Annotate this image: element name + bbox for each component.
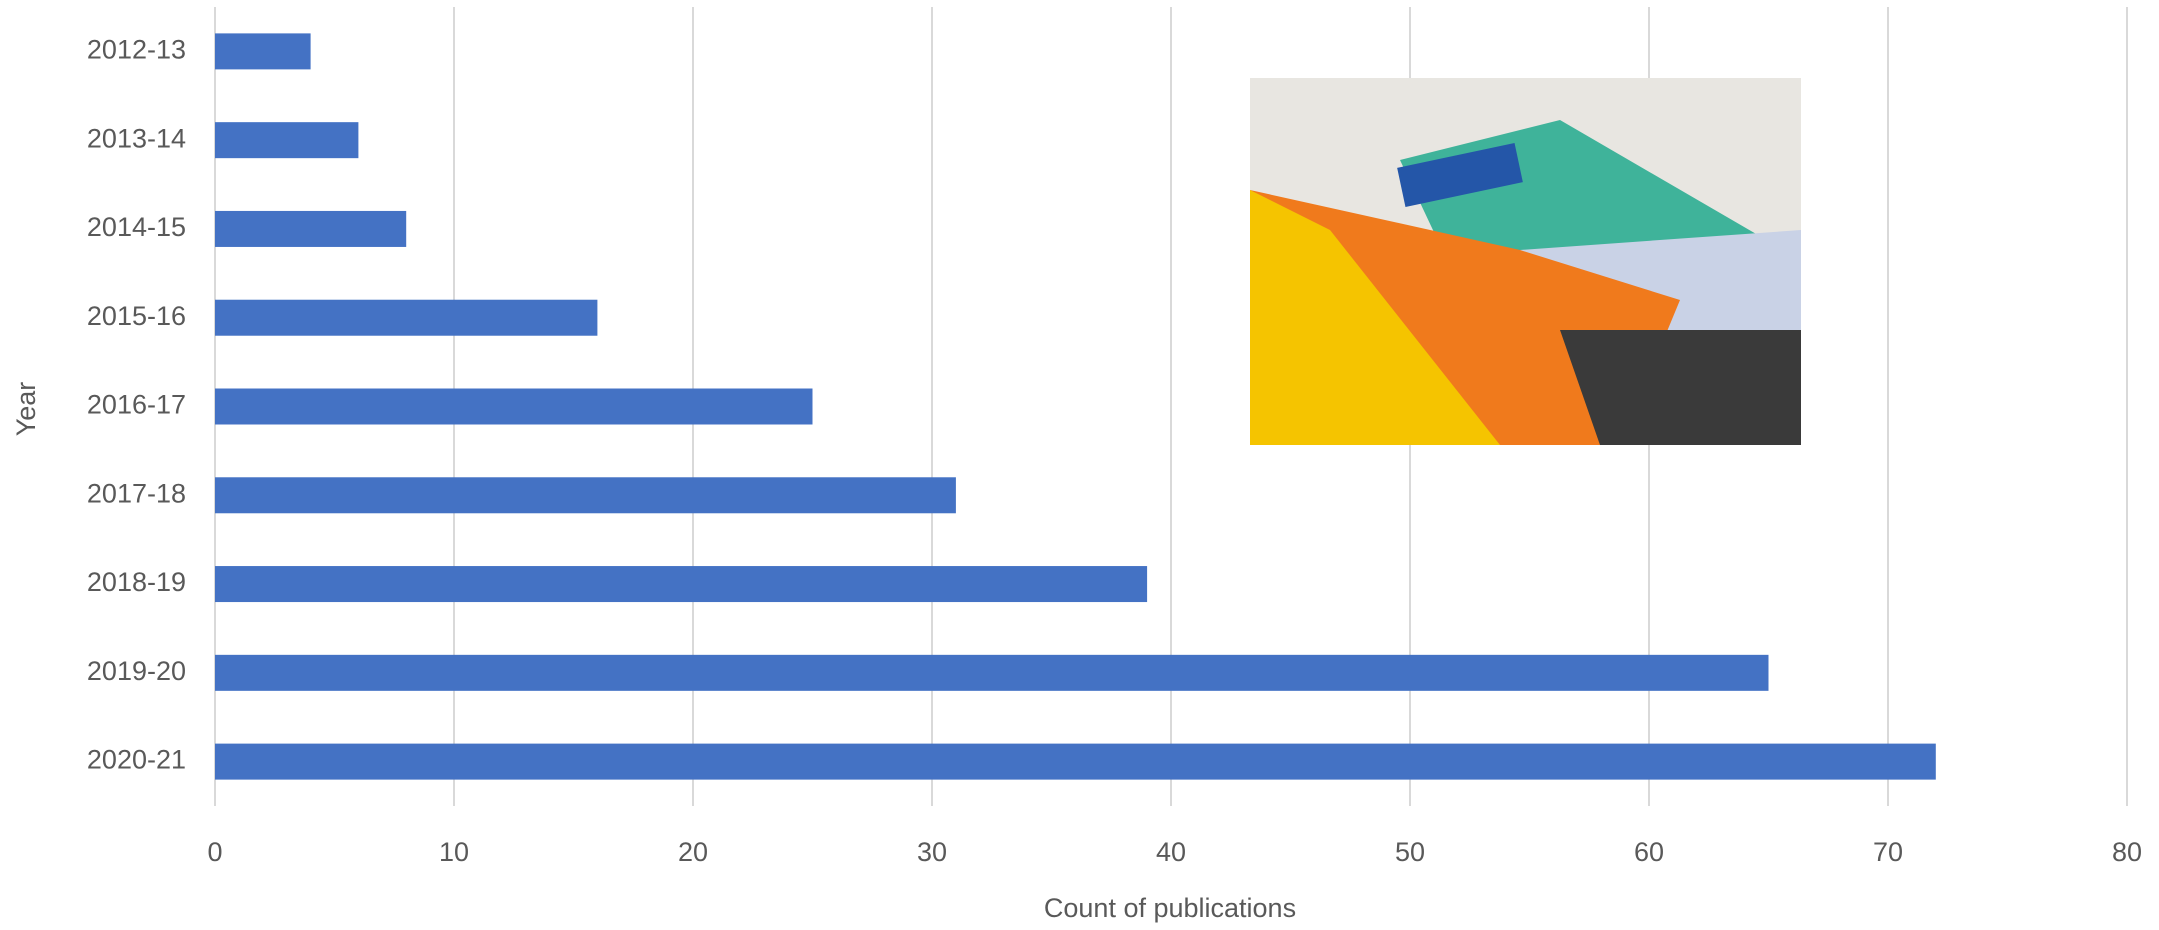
bar: [215, 477, 956, 514]
x-tick-label: 10: [439, 837, 469, 867]
y-tick-label: 2014-15: [87, 212, 186, 242]
bar: [215, 388, 813, 425]
y-tick-label: 2018-19: [87, 567, 186, 597]
y-tick-label: 2017-18: [87, 478, 186, 508]
x-tick-label: 60: [1634, 837, 1664, 867]
x-tick-label: 80: [2112, 837, 2142, 867]
y-tick-label: 2020-21: [87, 745, 186, 775]
bar: [215, 210, 407, 247]
x-tick-label: 40: [1156, 837, 1186, 867]
bar: [215, 122, 359, 159]
y-tick-label: 2019-20: [87, 656, 186, 686]
x-tick-label: 70: [1873, 837, 1903, 867]
bar: [215, 299, 598, 336]
x-tick-label: 30: [917, 837, 947, 867]
x-axis-title: Count of publications: [1044, 893, 1296, 923]
bar: [215, 743, 1936, 780]
inset-photo: [1250, 78, 1801, 445]
bar: [215, 33, 311, 70]
bar: [215, 566, 1148, 603]
y-tick-label: 2016-17: [87, 390, 186, 420]
x-tick-label: 0: [207, 837, 222, 867]
x-tick-label: 50: [1395, 837, 1425, 867]
y-tick-label: 2013-14: [87, 123, 186, 153]
bar: [215, 654, 1769, 691]
x-tick-label: 20: [678, 837, 708, 867]
y-tick-label: 2015-16: [87, 301, 186, 331]
y-axis-title: Year: [11, 382, 41, 437]
y-tick-label: 2012-13: [87, 35, 186, 65]
